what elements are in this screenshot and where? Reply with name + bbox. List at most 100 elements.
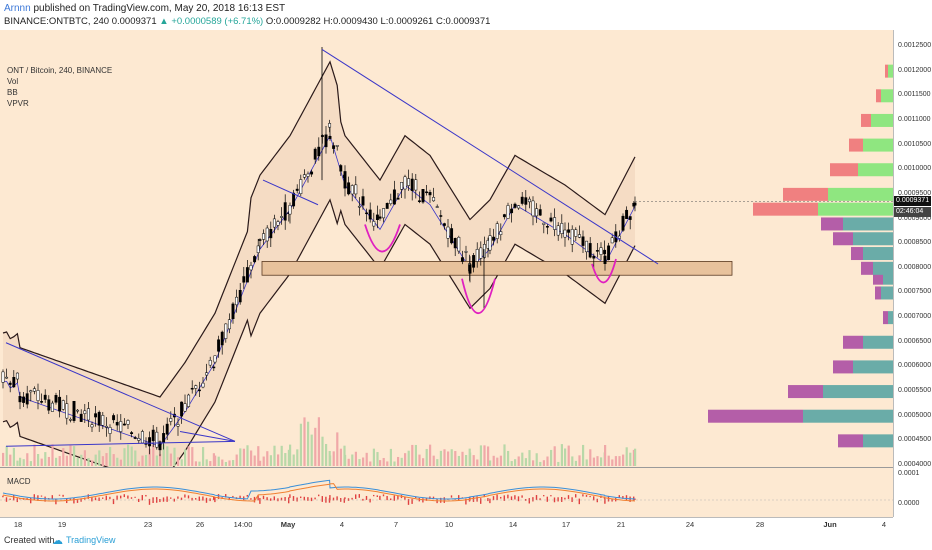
trendline-early-upper <box>5 342 236 442</box>
macd-histogram-bar <box>517 496 520 502</box>
macd-histogram-bar <box>480 498 482 504</box>
macd-pane[interactable]: MACD <box>0 468 893 517</box>
vpvr-down-bar <box>783 187 828 201</box>
candle-body <box>130 432 134 435</box>
macd-histogram-bar <box>393 495 395 501</box>
candle-body <box>43 394 47 400</box>
macd-histogram-bar <box>148 498 151 505</box>
created-with-text: Created with <box>4 535 55 545</box>
volume-bar <box>542 460 545 466</box>
volume-bar <box>585 459 588 466</box>
volume-bar <box>198 461 201 466</box>
candle-body <box>302 174 306 178</box>
volume-bar <box>465 454 468 466</box>
volume-bar <box>173 447 176 466</box>
candle-body <box>224 323 228 339</box>
volume-bar <box>362 457 365 466</box>
tradingview-brand[interactable]: TradingView <box>66 535 116 545</box>
volume-bar <box>634 448 637 466</box>
vpvr-up-bar <box>883 271 893 285</box>
candle-body <box>432 197 436 202</box>
trendline-early-lower <box>5 440 236 447</box>
vpvr-down-bar <box>833 360 853 374</box>
candle-body <box>29 390 33 393</box>
vpvr-up-bar <box>858 163 893 177</box>
pane-separator[interactable] <box>0 467 893 468</box>
candle-body <box>68 419 72 421</box>
volume-bar <box>180 459 183 466</box>
candle-body <box>253 256 257 263</box>
macd-histogram-bar <box>300 496 302 499</box>
volume-bar <box>101 456 104 466</box>
volume-bar <box>574 460 577 466</box>
macd-histogram-bar <box>528 498 530 504</box>
volume-bar <box>269 455 272 466</box>
candle-body <box>194 385 198 389</box>
macd-histogram-bar <box>98 497 100 501</box>
volume-bar <box>80 454 83 466</box>
macd-histogram-bar <box>288 497 290 504</box>
candle-body <box>350 185 354 195</box>
time-axis[interactable]: 18 19 23 26 14:00 May 4 7 10 14 17 21 24 28 Jun 4 <box>0 517 893 532</box>
author-link[interactable]: Arnnn <box>4 3 31 14</box>
price-tick: 0.0011500 <box>898 91 931 99</box>
legend-vpvr[interactable]: VPVR <box>7 99 29 108</box>
candle-body <box>488 235 492 251</box>
candle-body <box>531 200 535 217</box>
price-axis[interactable]: 0.0012500 0.0012000 0.0011500 0.0011000 0.00… <box>893 30 932 517</box>
macd-histogram-bar <box>321 496 323 502</box>
candle-body <box>581 236 585 246</box>
macd-histogram-bar <box>13 494 15 501</box>
volume-bar <box>447 451 450 466</box>
volume-bar <box>379 460 382 466</box>
macd-histogram-bar <box>120 495 122 499</box>
time-tick: 23 <box>143 520 153 529</box>
price-tick: 0.0007000 <box>898 313 932 321</box>
candle-body <box>306 173 310 177</box>
macd-histogram-bar <box>351 497 353 500</box>
legend-vol[interactable]: Vol <box>7 77 19 86</box>
vpvr-up-bar <box>818 202 893 216</box>
volume-bar <box>389 448 392 466</box>
candle-body <box>425 191 429 194</box>
volume-bar <box>607 455 610 466</box>
volume-bar <box>492 455 495 466</box>
macd-legend[interactable]: MACD <box>7 477 31 486</box>
tradingview-logo-icon: ☁ <box>52 535 63 547</box>
macd-histogram-bar <box>382 494 385 497</box>
volume-bar <box>382 457 385 466</box>
candle-body <box>357 205 361 208</box>
volume-bar <box>259 460 262 466</box>
time-tick: 10 <box>444 520 454 529</box>
price-pane[interactable]: ONT / Bitcoin, 240, BINANCE Vol BB VPVR <box>0 30 893 467</box>
candle-body <box>76 409 80 412</box>
macd-histogram-bar <box>162 497 165 502</box>
legend-bb[interactable]: BB <box>7 88 18 97</box>
time-tick: 4 <box>339 520 345 529</box>
candle-body <box>567 229 571 233</box>
volume-bar <box>329 455 332 466</box>
macd-histogram-bar <box>280 497 283 501</box>
macd-histogram-bar <box>187 495 190 499</box>
candle-body <box>442 223 446 226</box>
candle-body <box>545 226 549 228</box>
volume-bar <box>351 454 354 466</box>
candle-body <box>197 389 201 392</box>
volume-bar <box>299 423 302 466</box>
macd-histogram-bar <box>250 498 252 500</box>
macd-histogram-bar <box>232 495 234 498</box>
volume-bar <box>303 417 306 466</box>
time-tick: 28 <box>755 520 765 529</box>
candle-body <box>242 276 246 283</box>
macd-histogram-bar <box>376 495 378 497</box>
vpvr-up-bar <box>803 409 893 423</box>
volume-bar <box>476 459 479 466</box>
macd-histogram-bar <box>130 497 133 499</box>
volume-bar <box>280 445 283 466</box>
candle-body <box>343 171 347 189</box>
macd-histogram-bar <box>214 497 216 503</box>
macd-histogram-bar <box>425 497 428 501</box>
candle-body <box>335 145 339 147</box>
candle-body <box>213 355 217 363</box>
volume-bar <box>191 447 194 466</box>
